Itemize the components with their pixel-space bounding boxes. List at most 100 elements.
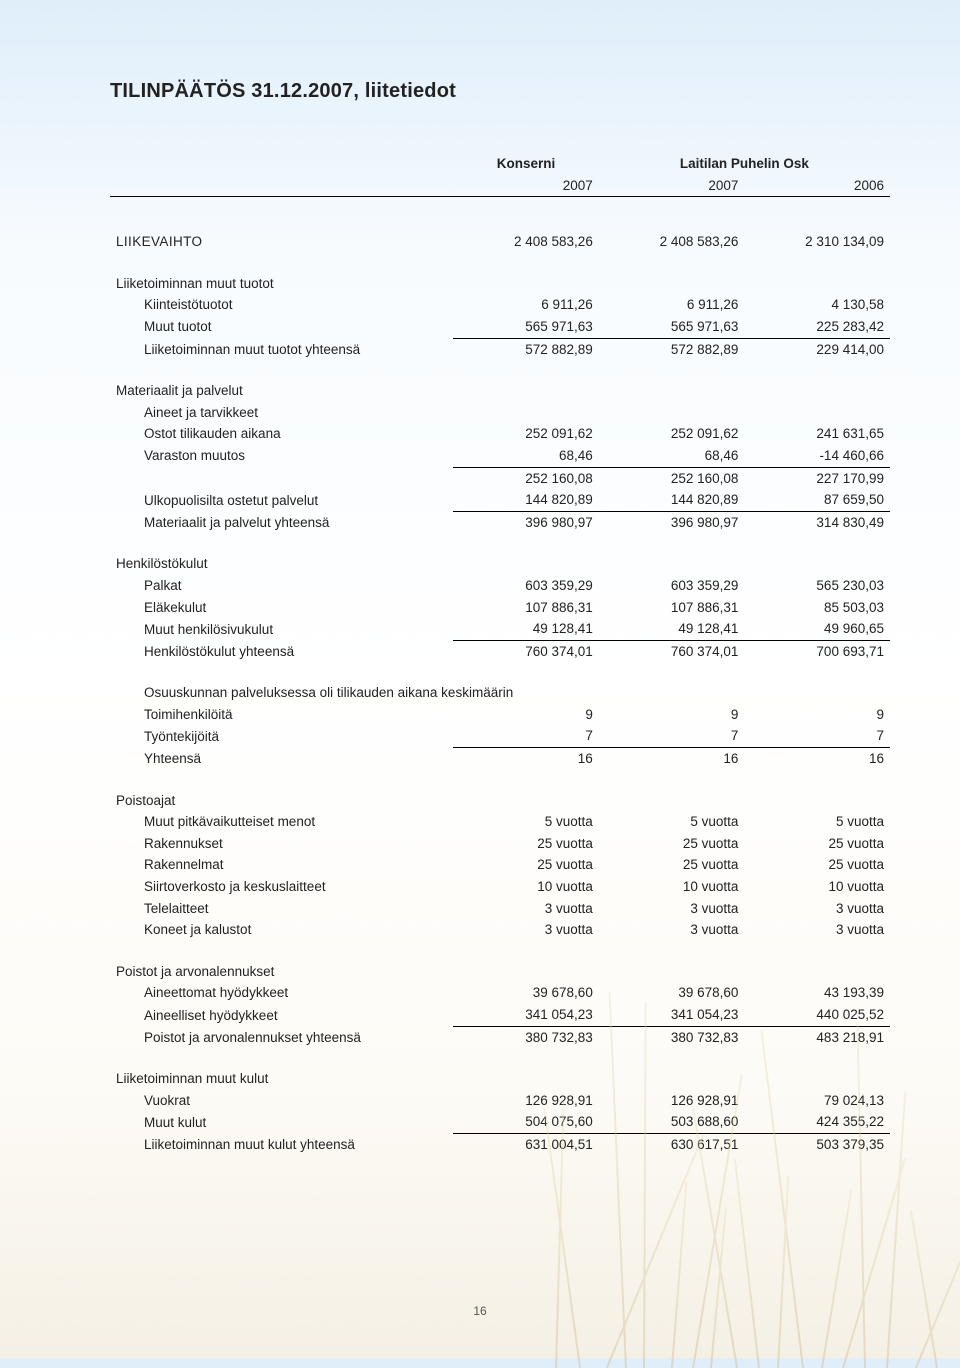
- cell-value: 39 678,60: [599, 982, 745, 1004]
- page-title: TILINPÄÄTÖS 31.12.2007, liitetiedot: [110, 80, 890, 103]
- cell-value: 16: [744, 748, 890, 770]
- cell-value: 10 vuotta: [744, 876, 890, 898]
- section-title-row: Henkilöstökulut: [110, 553, 890, 575]
- section-title: Henkilöstökulut: [110, 553, 890, 575]
- section-title-row: Materiaalit ja palvelut: [110, 380, 890, 402]
- row-label: Rakennelmat: [110, 854, 453, 876]
- cell-value: 49 960,65: [744, 618, 890, 640]
- table-row: Aineelliset hyödykkeet341 054,23341 054,…: [110, 1004, 890, 1026]
- cell-value: 3 vuotta: [453, 898, 599, 920]
- cell-value: 68,46: [453, 445, 599, 467]
- hdr-konserni: Konserni: [453, 153, 599, 175]
- cell-value: 2 310 134,09: [744, 231, 890, 253]
- section-title: Liiketoiminnan muut tuotot: [110, 273, 890, 295]
- cell-value: 504 075,60: [453, 1111, 599, 1133]
- cell-value: 7: [599, 725, 745, 747]
- table-row: Materiaalit ja palvelut yhteensä396 980,…: [110, 511, 890, 533]
- table-row: Muut pitkävaikutteiset menot5 vuotta5 vu…: [110, 811, 890, 833]
- table-row: Eläkekulut107 886,31107 886,3185 503,03: [110, 597, 890, 619]
- table-row: Vuokrat126 928,91126 928,9179 024,13: [110, 1090, 890, 1112]
- cell-value: 39 678,60: [453, 982, 599, 1004]
- cell-value: 107 886,31: [453, 597, 599, 619]
- table-row: Ulkopuolisilta ostetut palvelut144 820,8…: [110, 489, 890, 511]
- cell-value: 25 vuotta: [744, 833, 890, 855]
- row-label: Eläkekulut: [110, 597, 453, 619]
- cell-value: 7: [744, 725, 890, 747]
- cell-value: 25 vuotta: [599, 833, 745, 855]
- table-row: LIIKEVAIHTO2 408 583,262 408 583,262 310…: [110, 231, 890, 253]
- row-label: Koneet ja kalustot: [110, 919, 453, 941]
- row-label: Henkilöstökulut yhteensä: [110, 640, 453, 662]
- cell-value: 5 vuotta: [599, 811, 745, 833]
- table-row: Palkat603 359,29603 359,29565 230,03: [110, 575, 890, 597]
- row-label: Ulkopuolisilta ostetut palvelut: [110, 489, 453, 511]
- table-row: Rakennukset25 vuotta25 vuotta25 vuotta: [110, 833, 890, 855]
- cell-value: 3 vuotta: [599, 919, 745, 941]
- cell-value: 68,46: [599, 445, 745, 467]
- cell-value: 229 414,00: [744, 338, 890, 360]
- row-label: Muut kulut: [110, 1111, 453, 1133]
- cell-value: -14 460,66: [744, 445, 890, 467]
- cell-value: 10 vuotta: [453, 876, 599, 898]
- cell-value: 380 732,83: [599, 1026, 745, 1048]
- cell-value: 3 vuotta: [453, 919, 599, 941]
- table-row: Muut kulut504 075,60503 688,60424 355,22: [110, 1111, 890, 1133]
- cell-value: 79 024,13: [744, 1090, 890, 1112]
- cell-value: 380 732,83: [453, 1026, 599, 1048]
- page-number: 16: [0, 1304, 960, 1318]
- year-konserni: 2007: [453, 175, 599, 197]
- table-row: Siirtoverkosto ja keskuslaitteet10 vuott…: [110, 876, 890, 898]
- cell-value: 572 882,89: [453, 338, 599, 360]
- cell-value: 2 408 583,26: [453, 231, 599, 253]
- cell-value: 49 128,41: [599, 618, 745, 640]
- year-lpo-2006: 2006: [744, 175, 890, 197]
- cell-value: 3 vuotta: [599, 898, 745, 920]
- cell-value: 3 vuotta: [744, 919, 890, 941]
- cell-value: 503 688,60: [599, 1111, 745, 1133]
- cell-value: 572 882,89: [599, 338, 745, 360]
- table-row: Varaston muutos68,4668,46-14 460,66: [110, 445, 890, 467]
- row-label: Siirtoverkosto ja keskuslaitteet: [110, 876, 453, 898]
- section-title-row: Poistot ja arvonalennukset: [110, 961, 890, 983]
- row-label: Materiaalit ja palvelut yhteensä: [110, 511, 453, 533]
- cell-value: 6 911,26: [453, 294, 599, 316]
- cell-value: 2 408 583,26: [599, 231, 745, 253]
- cell-value: 341 054,23: [453, 1004, 599, 1026]
- cell-value: 252 091,62: [599, 423, 745, 445]
- super-header-row: Konserni Laitilan Puhelin Osk: [110, 153, 890, 175]
- cell-value: 9: [599, 704, 745, 726]
- section-title-row: Liiketoiminnan muut kulut: [110, 1068, 890, 1090]
- cell-value: 760 374,01: [599, 640, 745, 662]
- row-label: Poistot ja arvonalennukset yhteensä: [110, 1026, 453, 1048]
- row-label: Vuokrat: [110, 1090, 453, 1112]
- cell-value: 760 374,01: [453, 640, 599, 662]
- cell-value: 4 130,58: [744, 294, 890, 316]
- cell-value: 631 004,51: [453, 1133, 599, 1155]
- row-label: Toimihenkilöitä: [110, 704, 453, 726]
- table-row: Kiinteistötuotot6 911,266 911,264 130,58: [110, 294, 890, 316]
- section-title: Osuuskunnan palveluksessa oli tilikauden…: [110, 682, 890, 704]
- cell-value: 126 928,91: [599, 1090, 745, 1112]
- cell-value: 9: [744, 704, 890, 726]
- cell-value: 396 980,97: [453, 511, 599, 533]
- cell-value: 16: [599, 748, 745, 770]
- cell-value: 341 054,23: [599, 1004, 745, 1026]
- cell-value: 43 193,39: [744, 982, 890, 1004]
- cell-value: 314 830,49: [744, 511, 890, 533]
- cell-value: 396 980,97: [599, 511, 745, 533]
- table-row: Yhteensä161616: [110, 748, 890, 770]
- row-label: Aineettomat hyödykkeet: [110, 982, 453, 1004]
- cell-value: 424 355,22: [744, 1111, 890, 1133]
- table-row: Koneet ja kalustot3 vuotta3 vuotta3 vuot…: [110, 919, 890, 941]
- cell-value: 25 vuotta: [599, 854, 745, 876]
- cell-value: 87 659,50: [744, 489, 890, 511]
- table-row: Aineet ja tarvikkeet: [110, 402, 890, 424]
- section-title-row: Liiketoiminnan muut tuotot: [110, 273, 890, 295]
- financial-report-page: TILINPÄÄTÖS 31.12.2007, liitetiedot Kons…: [0, 0, 960, 1236]
- row-label: [110, 467, 453, 489]
- cell-value: 6 911,26: [599, 294, 745, 316]
- cell-value: 252 160,08: [599, 467, 745, 489]
- table-row: 252 160,08252 160,08227 170,99: [110, 467, 890, 489]
- row-label: Muut pitkävaikutteiset menot: [110, 811, 453, 833]
- cell-value: 7: [453, 725, 599, 747]
